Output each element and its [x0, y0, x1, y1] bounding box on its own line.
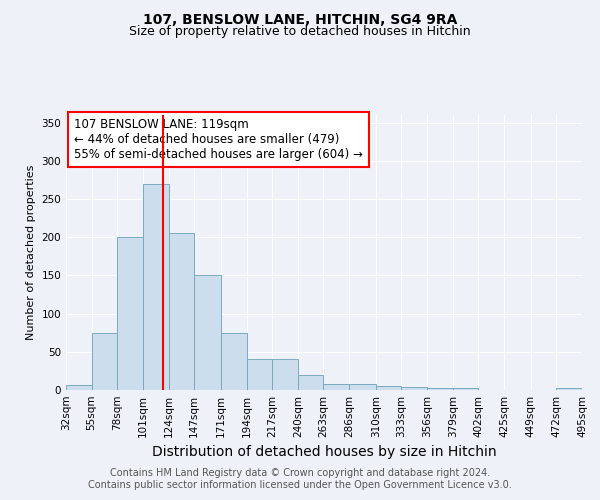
Bar [376, 386, 401, 390]
Bar [143, 184, 169, 390]
Bar [92, 332, 117, 390]
Bar [427, 388, 453, 390]
Bar [194, 276, 221, 390]
Text: Size of property relative to detached houses in Hitchin: Size of property relative to detached ho… [129, 25, 471, 38]
Text: Contains public sector information licensed under the Open Government Licence v3: Contains public sector information licen… [88, 480, 512, 490]
Y-axis label: Number of detached properties: Number of detached properties [26, 165, 36, 340]
Bar [272, 360, 298, 390]
Bar [298, 374, 323, 390]
X-axis label: Distribution of detached houses by size in Hitchin: Distribution of detached houses by size … [152, 446, 496, 460]
Bar [453, 388, 478, 390]
Bar [323, 384, 349, 390]
Bar [247, 360, 272, 390]
Bar [556, 388, 582, 390]
Bar [117, 237, 143, 390]
Text: Contains HM Land Registry data © Crown copyright and database right 2024.: Contains HM Land Registry data © Crown c… [110, 468, 490, 477]
Bar [66, 384, 92, 390]
Text: 107 BENSLOW LANE: 119sqm
← 44% of detached houses are smaller (479)
55% of semi-: 107 BENSLOW LANE: 119sqm ← 44% of detach… [74, 118, 362, 161]
Bar [221, 332, 247, 390]
Text: 107, BENSLOW LANE, HITCHIN, SG4 9RA: 107, BENSLOW LANE, HITCHIN, SG4 9RA [143, 12, 457, 26]
Bar [401, 387, 427, 390]
Bar [169, 234, 194, 390]
Bar [349, 384, 376, 390]
